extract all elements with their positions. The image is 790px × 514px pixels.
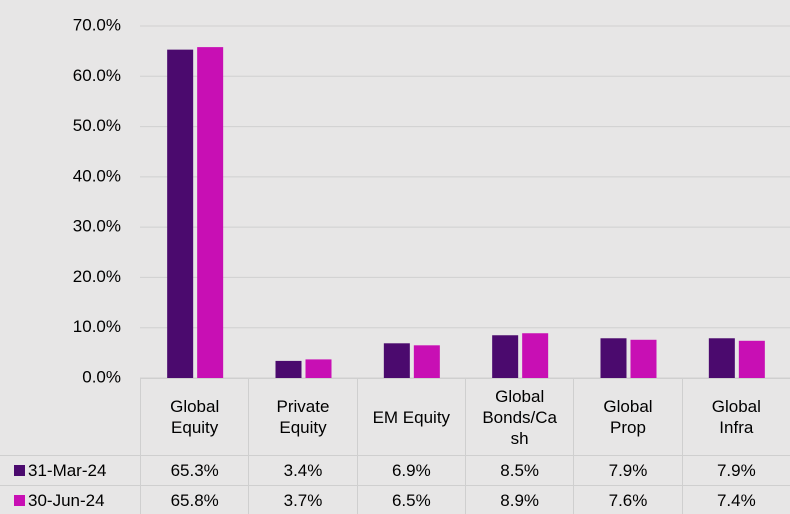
value-label: 65.3% [140,455,249,485]
y-tick-label: 40.0% [73,166,121,185]
bar [413,345,440,378]
bar [275,360,302,378]
y-tick-label: 10.0% [73,317,121,336]
value-label: 8.5% [465,455,574,485]
y-tick-label: 60.0% [73,66,121,85]
x-tick-label: Global Prop [573,378,682,455]
y-tick-label: 70.0% [73,15,121,34]
y-tick-label: 0.0% [82,367,121,386]
legend-entry: 31-Mar-24 [0,455,140,485]
bar [522,333,549,378]
x-tick-label: Global Infra [681,378,790,455]
legend-entry: 30-Jun-24 [0,485,140,514]
value-label: 7.9% [573,455,682,485]
x-tick-label: EM Equity [356,378,465,455]
bar [383,343,410,378]
legend-swatch [14,494,25,506]
legend-label: 30-Jun-24 [28,490,105,510]
y-tick-label: 50.0% [73,116,121,135]
bar [708,338,735,378]
y-tick-label: 30.0% [73,217,121,236]
bar [197,47,224,379]
bar [738,340,765,378]
value-label: 65.8% [140,485,249,514]
legend-swatch [14,465,25,476]
bar [630,339,657,378]
value-label: 3.7% [248,485,357,514]
bar [492,335,519,378]
legend-label: 31-Mar-24 [28,461,107,480]
value-label: 3.4% [248,455,357,485]
value-label: 8.9% [465,485,574,514]
x-tick-label: Global Bonds/Cash [465,378,574,455]
bar [600,338,627,378]
bar [167,49,194,379]
y-tick-label: 20.0% [73,267,121,286]
x-tick-label: Global Equity [140,378,249,455]
value-label: 7.4% [681,485,790,514]
value-label: 7.9% [681,455,790,485]
x-tick-label: Private Equity [248,378,357,455]
value-label: 6.5% [356,485,465,514]
bar [305,359,332,378]
value-label: 7.6% [573,485,682,514]
value-label: 6.9% [356,455,465,485]
